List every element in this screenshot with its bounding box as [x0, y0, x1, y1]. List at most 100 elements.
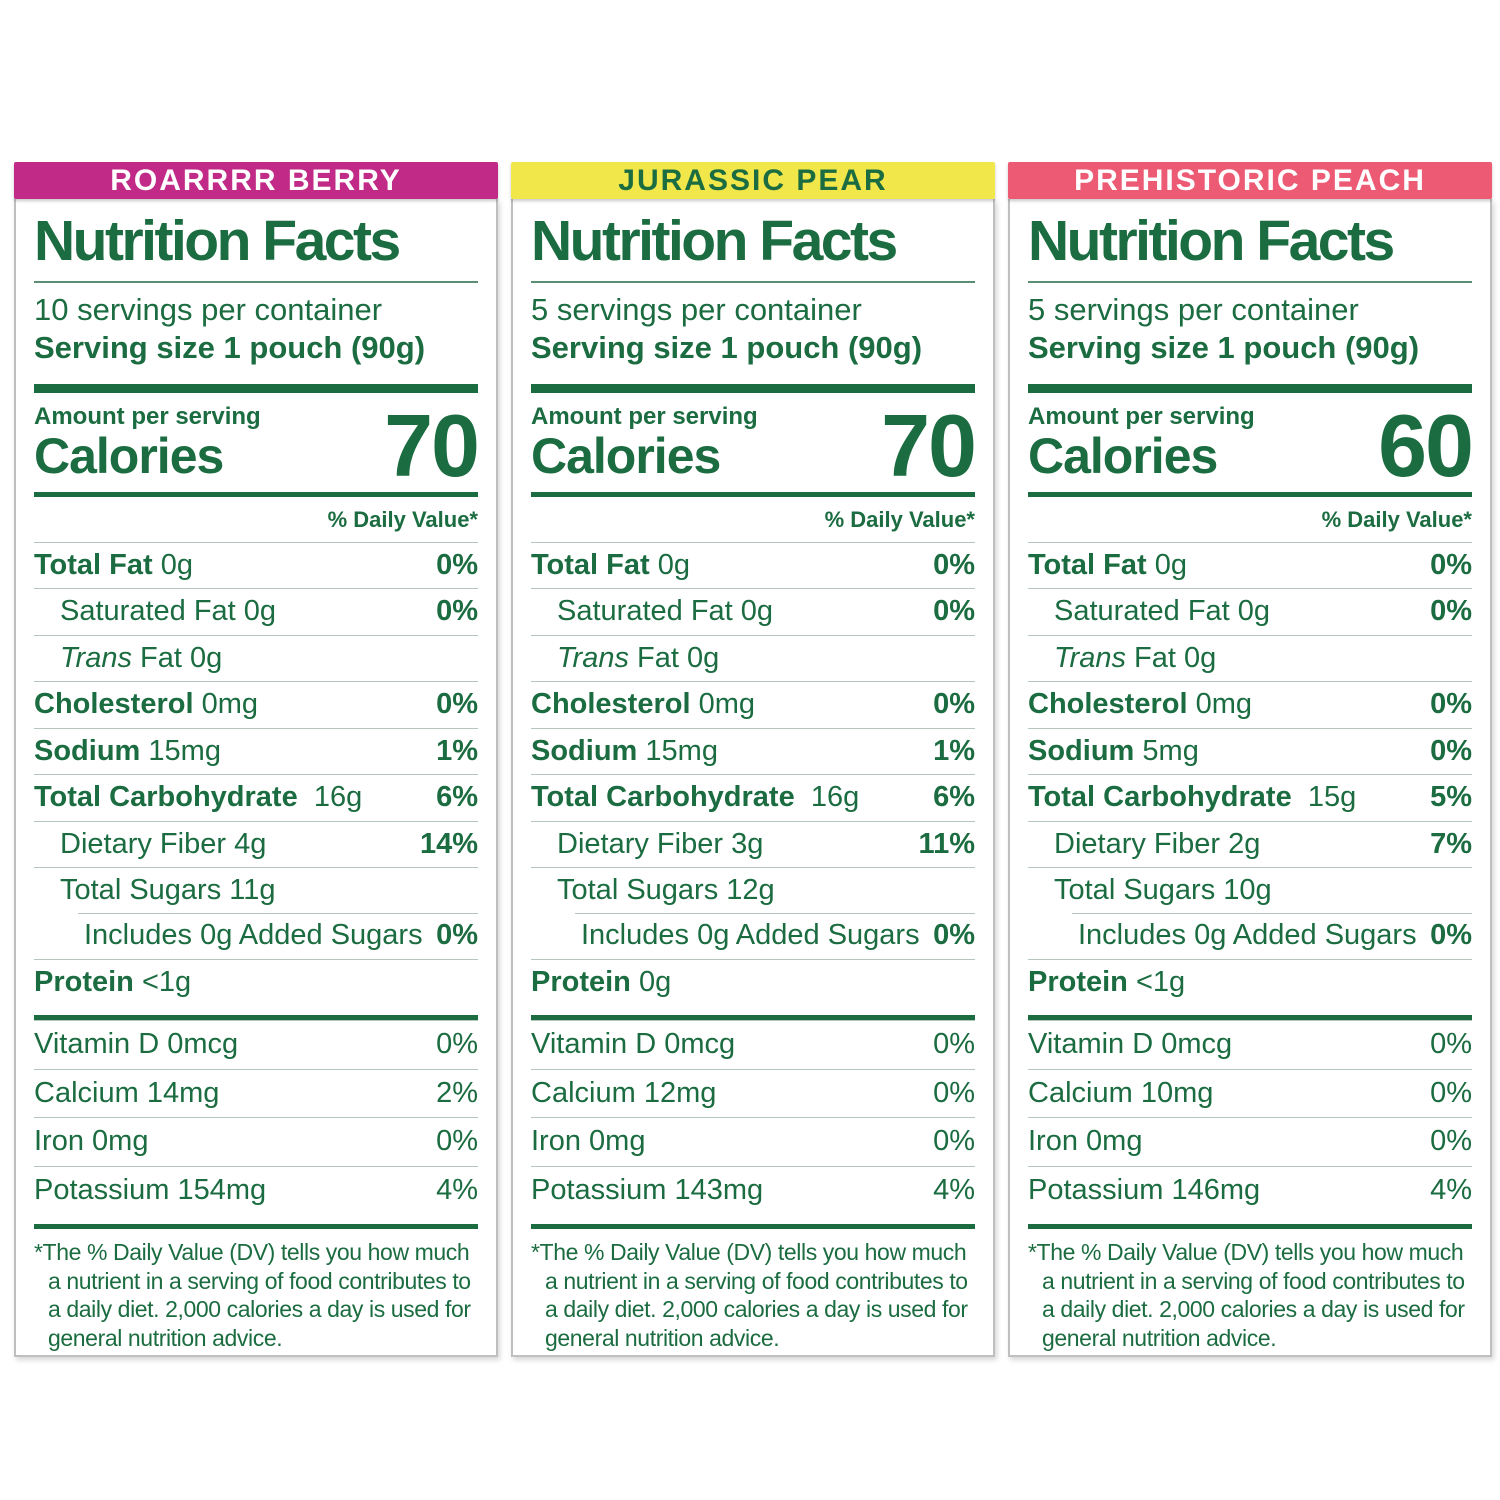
row-sodium: Sodium 5mg 0%: [1028, 727, 1472, 774]
nutrient-name: Total Carbohydrate 15g: [1028, 782, 1356, 812]
daily-value: 6%: [933, 781, 975, 814]
nutrient-name: Sodium 5mg: [1028, 735, 1199, 766]
nutrient-amount: 154mg: [177, 1173, 267, 1206]
nutrition-panel: ROARRRR BERRY Nutrition Facts 10 serving…: [14, 162, 498, 1357]
nutrient-label: Saturated Fat: [1054, 595, 1230, 628]
nutrient-name: Total Sugars 10g: [1028, 875, 1272, 905]
nutrient-label: Protein: [531, 965, 631, 998]
nutrient-label-italic: Trans: [557, 641, 629, 674]
row-potassium: Potassium 143mg 4%: [531, 1165, 975, 1214]
row-protein: Protein 0g: [531, 958, 975, 1005]
nutrient-amount: 10mg: [1140, 1076, 1214, 1109]
amount-per-serving-label: Amount per serving: [531, 403, 758, 431]
row-calcium: Calcium 10mg 0%: [1028, 1068, 1472, 1117]
flavor-header-bar: PREHISTORIC PEACH: [1008, 162, 1492, 199]
nutrient-name: Protein <1g: [34, 967, 191, 997]
nutrient-amount: 0mg: [92, 1125, 149, 1158]
daily-value: 0%: [933, 1076, 975, 1109]
nutrient-name: Total Carbohydrate 16g: [531, 782, 859, 812]
flavor-header-bar: JURASSIC PEAR: [511, 162, 995, 199]
thick-divider: [531, 384, 975, 394]
nutrient-amount: 3g: [731, 827, 764, 860]
serving-size: Serving size 1 pouch (90g): [34, 330, 426, 366]
calories-section: Amount per serving Calories 70: [34, 401, 480, 489]
nutrient-amount: 143mg: [674, 1173, 764, 1206]
medium-divider: [1028, 1015, 1472, 1021]
medium-divider: [1028, 491, 1472, 497]
nutrient-amount: 2g: [1228, 827, 1261, 860]
nutrient-name: Potassium 146mg: [1028, 1174, 1260, 1205]
row-dietary-fiber: Dietary Fiber 3g 11%: [531, 820, 975, 867]
row-trans-fat: Trans Fat 0g: [34, 634, 478, 681]
percent-daily-value-header: % Daily Value*: [1321, 506, 1472, 532]
daily-value: 11%: [918, 827, 975, 860]
calories-label: Calories: [1028, 427, 1218, 484]
nutrient-name: Total Sugars 12g: [531, 875, 775, 905]
nutrient-amount: 0mg: [698, 688, 756, 721]
nutrition-panel: PREHISTORIC PEACH Nutrition Facts 5 serv…: [1008, 162, 1492, 1357]
nutrient-label-italic: Trans: [60, 641, 132, 674]
nutrient-label: Iron: [34, 1125, 84, 1158]
row-cholesterol: Cholesterol 0mg 0%: [531, 681, 975, 727]
nutrient-amount: 0g: [687, 641, 720, 674]
nutrition-facts-title: Nutrition Facts: [531, 210, 975, 283]
nutrient-label: Fat: [1134, 641, 1176, 674]
nutrient-amount: 14mg: [146, 1076, 220, 1109]
flavor-header-bar: ROARRRR BERRY: [14, 162, 498, 199]
row-trans-fat: Trans Fat 0g: [1028, 634, 1472, 681]
row-iron: Iron 0mg 0%: [34, 1117, 478, 1165]
daily-value: 0%: [1430, 734, 1472, 767]
medium-divider: [34, 1015, 478, 1021]
medium-divider: [34, 1224, 478, 1230]
percent-daily-value-header: % Daily Value*: [824, 506, 975, 532]
nutrient-name: Sodium 15mg: [34, 735, 221, 766]
daily-value: 1%: [933, 734, 975, 767]
nutrient-amount: 0g: [1184, 641, 1217, 674]
nutrient-label: Sodium: [531, 734, 638, 767]
nutrient-name: Total Fat 0g: [531, 550, 690, 580]
footnote: *The % Daily Value (DV) tells you how mu…: [34, 1239, 471, 1351]
nutrient-amount: 0mg: [589, 1125, 646, 1158]
nutrient-amount: 0g: [243, 595, 277, 628]
calories-section: Amount per serving Calories 60: [1028, 401, 1474, 489]
nutrient-label: Total Carbohydrate: [1028, 781, 1292, 814]
row-potassium: Potassium 154mg 4%: [34, 1165, 478, 1214]
nutrient-label: Includes 0g Added Sugars: [581, 919, 920, 952]
daily-value: 0%: [1430, 1076, 1472, 1109]
daily-value: 4%: [1430, 1173, 1472, 1206]
row-total-sugars: Total Sugars 11g: [34, 867, 478, 913]
nutrient-label-italic: Trans: [1054, 641, 1126, 674]
serving-size: Serving size 1 pouch (90g): [531, 330, 923, 366]
daily-value: 0%: [1430, 919, 1472, 952]
footnote: *The % Daily Value (DV) tells you how mu…: [531, 1239, 968, 1351]
row-calcium: Calcium 12mg 0%: [531, 1068, 975, 1117]
nutrient-name: Total Fat 0g: [1028, 550, 1187, 580]
nutrient-name: Saturated Fat 0g: [531, 596, 773, 626]
nutrient-label: Dietary Fiber: [1054, 827, 1220, 860]
nutrient-amount: 0g: [1154, 548, 1188, 581]
nutrient-amount: 0mcg: [1161, 1028, 1233, 1061]
nutrient-label: Includes 0g Added Sugars: [84, 919, 423, 952]
nutrient-name: Total Fat 0g: [34, 550, 193, 580]
nutrient-label: Potassium: [531, 1173, 667, 1206]
serving-size: Serving size 1 pouch (90g): [1028, 330, 1420, 366]
thick-divider: [34, 384, 478, 394]
nutrient-label: Iron: [1028, 1125, 1078, 1158]
daily-value: 0%: [436, 548, 478, 581]
nutrient-name: Calcium 10mg: [1028, 1078, 1213, 1108]
daily-value: 7%: [1430, 827, 1472, 860]
servings-per-container: 5 servings per container: [1028, 291, 1359, 327]
row-total-sugars: Total Sugars 10g: [1028, 867, 1472, 913]
row-total-fat: Total Fat 0g 0%: [531, 541, 975, 588]
row-total-carbohydrate: Total Carbohydrate 16g 6%: [34, 774, 478, 820]
nutrient-label: Cholesterol: [34, 688, 194, 721]
panels-container: ROARRRR BERRY Nutrition Facts 10 serving…: [14, 162, 1492, 1357]
nutrient-label: Total Carbohydrate: [531, 781, 795, 814]
nutrient-amount: 16g: [810, 781, 860, 814]
daily-value: 0%: [933, 1028, 975, 1061]
nutrient-name: Protein <1g: [1028, 967, 1185, 997]
row-protein: Protein <1g: [34, 958, 478, 1005]
daily-value: 0%: [1430, 595, 1472, 628]
nutrient-amount: 12mg: [643, 1076, 717, 1109]
footnote: *The % Daily Value (DV) tells you how mu…: [1028, 1239, 1465, 1351]
